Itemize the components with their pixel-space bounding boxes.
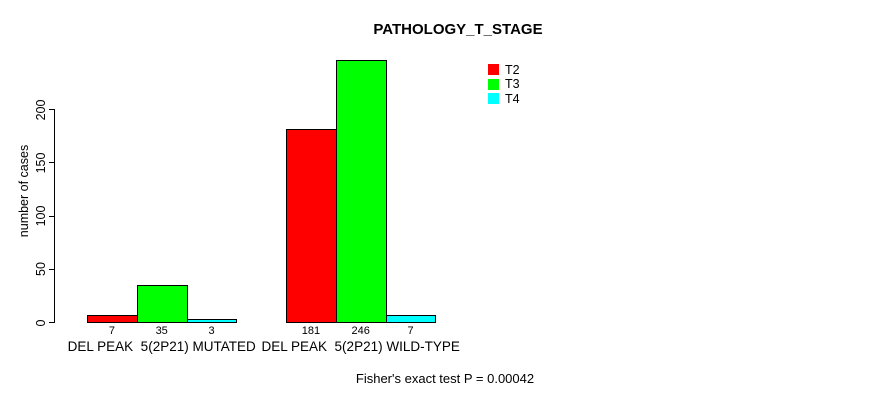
y-axis-tick bbox=[49, 268, 54, 270]
y-axis-line bbox=[54, 109, 55, 323]
legend-item-T2: T2 bbox=[488, 62, 520, 77]
bar-value-label: 246 bbox=[351, 325, 370, 337]
legend-item-T3: T3 bbox=[488, 77, 520, 92]
bar-value-label: 35 bbox=[155, 325, 168, 337]
x-category-label: DEL PEAK 5(2P21) MUTATED bbox=[67, 339, 256, 354]
bar-T3-group2 bbox=[335, 60, 387, 323]
bar-T2-group2 bbox=[286, 129, 337, 323]
bar-value-label: 181 bbox=[301, 325, 321, 337]
y-axis-tick bbox=[49, 322, 54, 323]
legend-item-T4: T4 bbox=[488, 91, 520, 106]
bar-value-label: 7 bbox=[407, 325, 414, 337]
legend-swatch-icon bbox=[488, 78, 499, 90]
legend: T2 T3 T4 bbox=[488, 62, 520, 108]
y-axis-tick bbox=[49, 162, 54, 164]
legend-item-label: T3 bbox=[505, 77, 520, 92]
stat-annotation: Fisher's exact test P = 0.00042 bbox=[355, 371, 535, 386]
y-axis-tick-label: 50 bbox=[34, 262, 48, 277]
y-axis-tick bbox=[49, 109, 54, 110]
chart-title: PATHOLOGY_T_STAGE bbox=[373, 21, 543, 38]
y-axis-tick-label: 0 bbox=[34, 319, 48, 326]
legend-swatch-icon bbox=[488, 64, 499, 75]
legend-swatch-icon bbox=[488, 93, 499, 105]
y-axis-tick-label: 200 bbox=[34, 99, 48, 120]
bar-T4-group1 bbox=[186, 318, 238, 323]
y-axis-tick-label: 100 bbox=[34, 205, 48, 227]
x-category-label: DEL PEAK 5(2P21) WILD-TYPE bbox=[261, 339, 460, 354]
bar-T3-group1 bbox=[136, 284, 188, 323]
bar-value-label: 3 bbox=[208, 325, 215, 337]
y-axis-tick-label: 150 bbox=[34, 152, 48, 174]
y-axis-label: number of cases bbox=[17, 144, 31, 238]
bar-T2-group1 bbox=[87, 314, 138, 323]
legend-item-label: T4 bbox=[505, 91, 520, 106]
y-axis-tick bbox=[49, 215, 54, 217]
legend-item-label: T2 bbox=[505, 62, 520, 77]
bar-value-label: 7 bbox=[108, 325, 115, 337]
bar-T4-group2 bbox=[385, 314, 437, 323]
